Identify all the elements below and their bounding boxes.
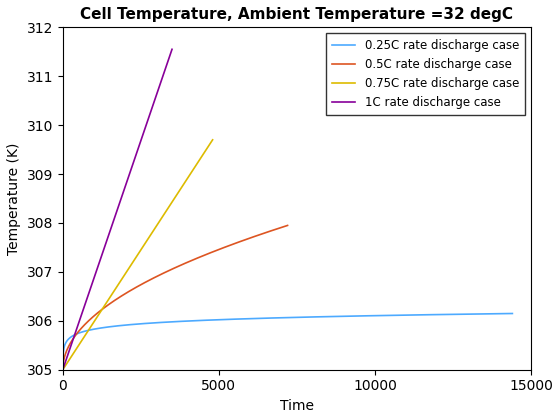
0.25C rate discharge case xyxy=(59,367,66,372)
0.75C rate discharge case xyxy=(68,353,75,358)
0.5C rate discharge case xyxy=(203,252,209,257)
0.25C rate discharge case xyxy=(400,312,407,318)
0.25C rate discharge case xyxy=(346,314,353,319)
0.75C rate discharge case xyxy=(173,193,180,198)
1C rate discharge case xyxy=(66,348,73,353)
0.5C rate discharge case xyxy=(73,331,80,336)
1C rate discharge case xyxy=(125,173,132,178)
1C rate discharge case xyxy=(59,367,66,372)
1C rate discharge case xyxy=(129,163,136,168)
Line: 0.25C rate discharge case: 0.25C rate discharge case xyxy=(63,313,512,370)
0.75C rate discharge case xyxy=(188,169,195,174)
0.25C rate discharge case xyxy=(320,314,327,319)
0.75C rate discharge case xyxy=(150,228,157,233)
0.75C rate discharge case xyxy=(155,221,162,226)
0.25C rate discharge case xyxy=(509,311,516,316)
0.5C rate discharge case xyxy=(284,223,291,228)
0.5C rate discharge case xyxy=(190,257,197,262)
1C rate discharge case xyxy=(142,124,149,129)
Line: 0.5C rate discharge case: 0.5C rate discharge case xyxy=(63,226,287,370)
0.5C rate discharge case xyxy=(196,255,203,260)
Legend: 0.25C rate discharge case, 0.5C rate discharge case, 0.75C rate discharge case, : 0.25C rate discharge case, 0.5C rate dis… xyxy=(326,33,525,115)
0.25C rate discharge case xyxy=(87,327,94,332)
0.5C rate discharge case xyxy=(59,367,66,372)
0.25C rate discharge case xyxy=(332,314,339,319)
X-axis label: Time: Time xyxy=(280,399,314,413)
Title: Cell Temperature, Ambient Temperature =32 degC: Cell Temperature, Ambient Temperature =3… xyxy=(81,7,514,22)
Line: 0.75C rate discharge case: 0.75C rate discharge case xyxy=(63,140,213,370)
0.75C rate discharge case xyxy=(209,137,216,142)
0.75C rate discharge case xyxy=(146,234,153,239)
0.5C rate discharge case xyxy=(230,241,237,247)
Y-axis label: Temperature (K): Temperature (K) xyxy=(7,142,21,255)
Line: 1C rate discharge case: 1C rate discharge case xyxy=(63,49,172,370)
0.25C rate discharge case xyxy=(446,312,453,317)
0.5C rate discharge case xyxy=(253,234,260,239)
1C rate discharge case xyxy=(153,91,160,96)
0.75C rate discharge case xyxy=(59,367,66,372)
1C rate discharge case xyxy=(123,181,129,186)
1C rate discharge case xyxy=(169,47,175,52)
